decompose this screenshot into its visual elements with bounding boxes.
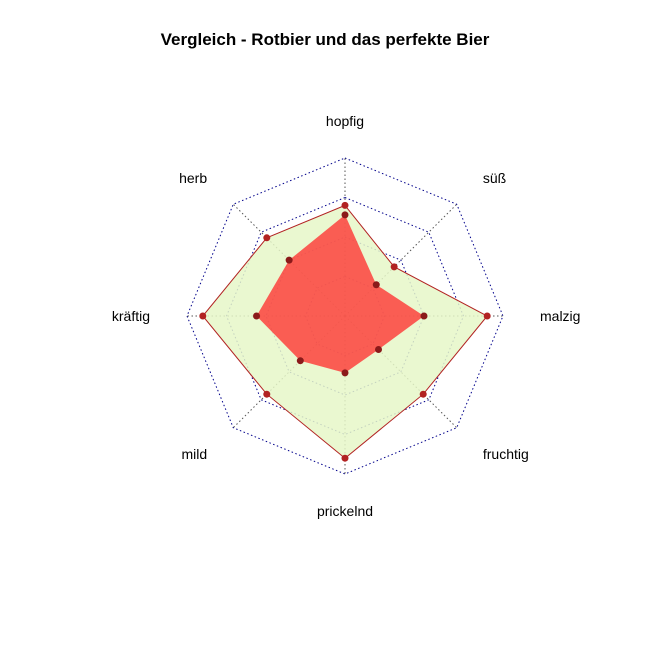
series-2-point-6 [253, 312, 261, 320]
series-1-point-4 [341, 454, 349, 462]
series-1-point-2 [483, 312, 491, 320]
series-2-area [256, 214, 424, 373]
axis-labels: hopfig süß malzig fruchtig prickelnd mild kräf… [112, 113, 581, 519]
axis-label-1: süß [483, 170, 506, 186]
series-1-point-5 [263, 390, 271, 398]
series-2-point-0 [341, 211, 349, 219]
series-2-point-7 [285, 256, 293, 264]
series-1-point-0 [341, 201, 349, 209]
axis-label-5: mild [181, 446, 207, 462]
series-2-point-2 [420, 312, 428, 320]
series-2-point-3 [375, 346, 383, 354]
series-2-point-4 [341, 369, 349, 377]
axis-label-7: herb [179, 170, 207, 186]
series-1-point-3 [419, 390, 427, 398]
axis-label-2: malzig [540, 308, 580, 324]
series-1-point-6 [199, 312, 207, 320]
series-2-point-1 [372, 281, 380, 289]
series-2-point-5 [296, 357, 304, 365]
chart-title: Vergleich - Rotbier und das perfekte Bie… [160, 30, 490, 49]
axis-label-6: kräftig [112, 308, 150, 324]
grid-ring-4 [186, 157, 504, 475]
axis-label-0: hopfig [326, 113, 364, 129]
series-1-point-1 [390, 263, 398, 271]
axis-label-3: fruchtig [483, 446, 529, 462]
axis-label-4: prickelnd [317, 503, 373, 519]
radar-series [199, 201, 491, 462]
series-1-point-7 [263, 234, 271, 242]
